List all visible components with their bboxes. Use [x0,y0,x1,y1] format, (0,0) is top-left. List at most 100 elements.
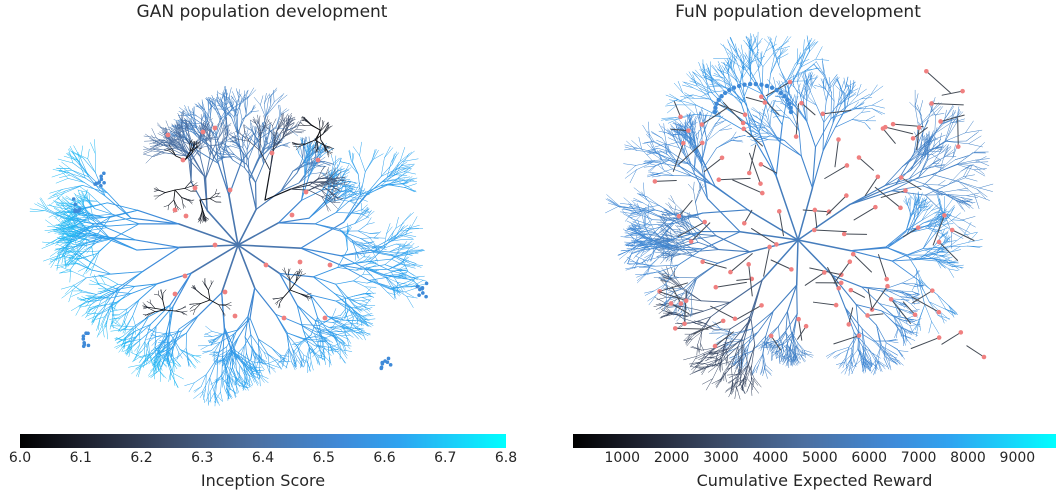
tree-branch [804,63,815,73]
tree-branch [312,276,336,294]
tree-branch [860,97,872,100]
tree-branch [797,72,800,83]
tree-branch [355,268,369,271]
tree-branch [206,116,211,128]
tree-branch [250,334,259,346]
tree-branch [265,131,271,144]
tree-branch [181,311,186,315]
tree-branch [168,144,173,150]
tree-branch [237,208,257,246]
tree-branch [250,120,252,131]
tree-branch [924,247,937,251]
tree-branch [144,314,149,320]
tree-branch [779,115,791,119]
tree-branch [922,216,938,224]
tree-branch [787,69,807,80]
tree-branch [202,109,207,124]
tree-branch [891,260,919,281]
tree-branch [170,139,179,142]
tree-branch [337,263,355,268]
tree-branch [292,343,301,353]
tree-branch [740,44,745,60]
tree-branch [401,163,415,166]
tree-branch [280,172,298,192]
tree-branch [620,211,632,214]
tree-branch [89,279,100,285]
tree-branch [303,354,311,359]
tree-branch [123,308,128,321]
tree-branch [369,237,379,240]
tree-branch [326,197,333,202]
tree-branch [924,184,949,196]
tree-branch [796,92,798,106]
tree-branch [149,138,158,143]
tree-branch [796,52,805,65]
tree-branch [397,282,404,292]
tree-branch [76,251,86,258]
tree-branch [268,365,276,373]
tree-branch [318,345,326,353]
tree-branch [314,139,318,147]
tree-branch [230,135,239,140]
tree-branch [838,86,841,102]
tree-branch [218,128,225,140]
tree-branch [950,249,961,253]
tree-branch [934,122,952,134]
tree-branch [943,235,950,243]
tree-branch [150,370,159,379]
tree-branch [247,133,252,140]
tree-branch [296,159,306,174]
tree-branch [974,156,987,163]
tree-branch [320,172,328,177]
tree-branch [398,273,408,279]
tree-branch [344,327,356,332]
tree-branch [54,211,68,213]
tree-branch [948,176,964,185]
tree-branch [66,153,77,162]
population-marker [281,315,287,321]
tree-branch [325,178,338,183]
tree-branch [355,263,369,271]
tree-branch [965,131,980,142]
tree-branch [159,131,168,137]
tree-branch [669,93,682,102]
tree-branch [314,333,320,347]
tree-branch [708,108,715,121]
tree-branch [264,119,270,127]
tree-branch [101,324,105,338]
tree-branch [153,334,169,354]
tree-branch [238,317,251,338]
tree-branch [797,187,814,241]
tree-branch [280,109,290,115]
tree-branch [948,177,966,185]
tree-branch [664,133,668,149]
tree-branch [803,39,805,52]
tip-marker [388,363,393,367]
tree-branch [219,355,225,361]
tree-branch [105,287,119,305]
tree-branch [236,88,240,99]
tree-branch [811,75,818,86]
tree-branch [828,77,831,88]
tree-branch [78,260,92,271]
tree-branch [58,169,70,174]
tree-branch [647,173,658,176]
tree-branch [355,323,365,326]
tree-branch [291,361,297,369]
tree-branch [188,199,194,201]
tree-branch [962,219,976,228]
tree-branch [219,96,224,108]
tree-branch [624,169,637,179]
tree-branch [406,296,414,308]
tree-branch [229,367,236,377]
tree-branch [272,132,278,140]
tree-branch [311,124,321,131]
tree-branch [821,57,824,74]
tree-branch [111,305,115,319]
tree-branch [617,249,631,256]
tree-branch [331,316,342,319]
tree-branch [951,232,964,239]
tree-branch [107,289,119,294]
tree-branch [207,338,215,341]
tree-branch [366,209,372,219]
